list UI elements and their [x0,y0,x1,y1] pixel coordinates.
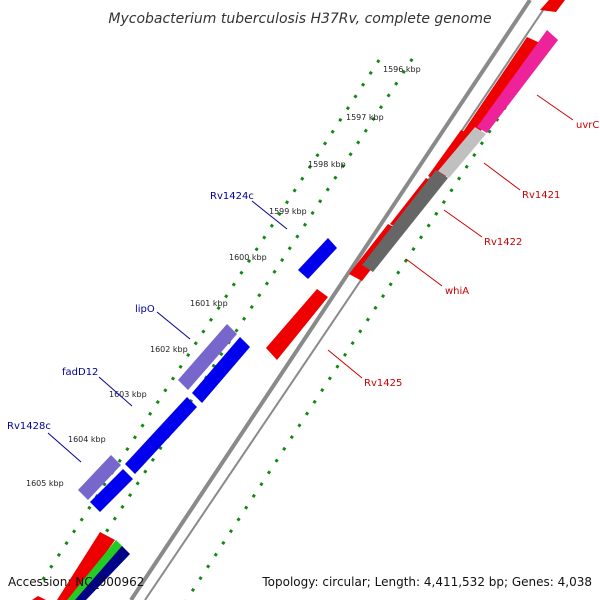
leader-line [156,311,191,340]
gene-light-gray[interactable] [438,127,486,178]
backbone-outer [129,0,532,600]
tick-label: 1597 kbp [346,113,384,122]
gene-label-rv1425[interactable]: Rv1425 [364,378,402,389]
gene-reverse-light-a[interactable] [178,324,237,390]
topology-text: Topology: circular; Length: 4,411,532 bp… [262,575,592,589]
tick-label: 1604 kbp [68,435,106,444]
reverse-gene-labels [47,200,288,463]
gene-label-rv1424c[interactable]: Rv1424c [210,191,254,202]
tick-label: 1603 kbp [109,390,147,399]
gene-forward-block-a[interactable] [463,37,540,138]
gene-green[interactable] [67,540,124,600]
leader-line [251,200,288,230]
forward-gene-labels [327,94,574,379]
tick-label: 1598 kbp [308,160,346,169]
gene-pink[interactable] [477,30,558,133]
leader-line [98,376,133,407]
gene-label-rv1428c[interactable]: Rv1428c [7,421,51,432]
leader-line [405,258,443,287]
gene-label-uvrc[interactable]: uvrC [576,120,599,131]
backbone-inner [144,0,551,600]
leader-line [536,94,574,121]
dotted-track-outer [40,59,381,583]
accession-text: Accession: NC_000962 [8,575,145,589]
gene-label-lipo[interactable]: lipO [135,304,155,315]
gene-reverse-mid[interactable] [192,337,250,403]
leader-line [327,349,363,379]
gene-label-rv1422[interactable]: Rv1422 [484,237,522,248]
gene-forward-top[interactable] [540,0,565,12]
gene-dark-gray[interactable] [362,170,448,272]
dotted-track-right [176,67,532,600]
gene-reverse-small[interactable] [298,238,337,279]
tick-labels: 1596 kbp 1597 kbp 1598 kbp 1599 kbp 1600… [26,65,421,488]
gene-forward-edge[interactable] [32,596,46,600]
leader-line [483,162,521,191]
gene-label-whia[interactable]: whiA [445,286,469,297]
gene-label-rv1421[interactable]: Rv1421 [522,190,560,201]
tick-label: 1605 kbp [26,479,64,488]
gene-navy[interactable] [75,546,130,600]
tick-label: 1596 kbp [383,65,421,74]
gene-reverse-bottom[interactable] [90,469,133,512]
gene-label-fadd12[interactable]: fadD12 [62,367,98,378]
tick-label: 1601 kbp [190,299,228,308]
tick-label: 1602 kbp [150,345,188,354]
leader-line [47,432,82,463]
gene-forward-lower[interactable] [266,289,328,360]
gene-forward-bottom[interactable] [57,532,115,600]
map-title: Mycobacterium tuberculosis H37Rv, comple… [108,11,491,27]
gene-reverse-long[interactable] [125,397,197,474]
tick-label: 1599 kbp [269,207,307,216]
leader-line [443,209,483,238]
tick-label: 1600 kbp [229,253,267,262]
gene-reverse-light-b[interactable] [78,455,121,500]
